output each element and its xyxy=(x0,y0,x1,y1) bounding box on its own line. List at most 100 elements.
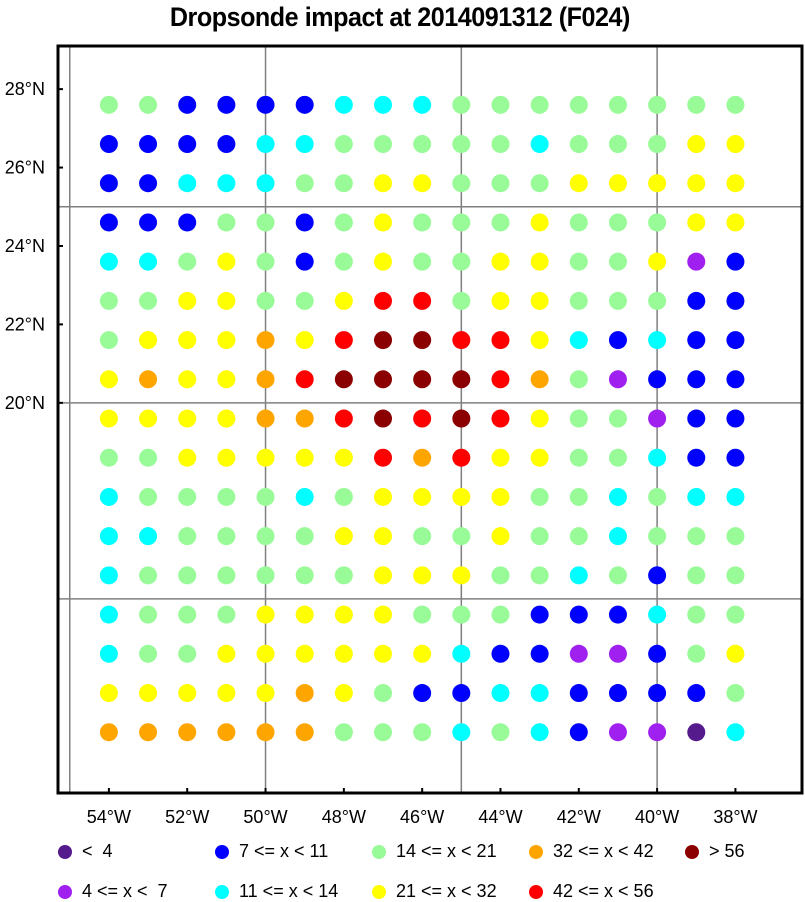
impact-dot xyxy=(491,213,510,232)
legend-label: 32 <= x < 42 xyxy=(553,841,654,861)
impact-dot xyxy=(530,135,549,154)
impact-dot xyxy=(530,213,549,232)
impact-dot xyxy=(569,174,588,193)
impact-dot xyxy=(569,723,588,742)
impact-dot xyxy=(608,448,627,467)
impact-dot xyxy=(687,213,706,232)
legend-swatch xyxy=(58,884,72,899)
impact-dot xyxy=(608,135,627,154)
impact-dot xyxy=(608,566,627,585)
impact-dot xyxy=(569,135,588,154)
impact-dot xyxy=(217,95,236,114)
legend-label: 11 <= x < 14 xyxy=(239,881,339,901)
impact-dot xyxy=(452,331,471,350)
impact-dot xyxy=(648,723,667,742)
impact-dot xyxy=(530,684,549,703)
impact-dot xyxy=(374,448,393,467)
impact-dot xyxy=(569,487,588,506)
x-tick-label: 54°W xyxy=(87,807,131,827)
legend-label: < 4 xyxy=(82,841,113,861)
x-tick-label: 38°W xyxy=(713,807,757,827)
impact-dot xyxy=(139,331,158,350)
impact-dot xyxy=(334,95,353,114)
impact-dot xyxy=(608,174,627,193)
impact-dot xyxy=(256,213,275,232)
impact-dot xyxy=(178,370,197,389)
impact-dot xyxy=(374,135,393,154)
impact-dot xyxy=(648,605,667,624)
impact-dot xyxy=(530,566,549,585)
impact-dot xyxy=(295,527,314,546)
impact-dot xyxy=(256,684,275,703)
impact-dot xyxy=(178,448,197,467)
impact-dot xyxy=(295,409,314,428)
impact-dot xyxy=(256,644,275,663)
plot-frame xyxy=(56,44,804,795)
impact-dot xyxy=(687,644,706,663)
impact-dot xyxy=(178,487,197,506)
impact-dot xyxy=(256,409,275,428)
impact-dot xyxy=(334,370,353,389)
impact-dot xyxy=(530,174,549,193)
impact-dot xyxy=(217,370,236,389)
impact-dot xyxy=(178,331,197,350)
impact-dot xyxy=(374,331,393,350)
impact-dot xyxy=(413,331,432,350)
impact-dot xyxy=(491,409,510,428)
impact-dot xyxy=(726,291,745,310)
impact-dot xyxy=(687,174,706,193)
impact-dot xyxy=(217,135,236,154)
impact-dot xyxy=(295,684,314,703)
impact-dot xyxy=(413,370,432,389)
impact-dot xyxy=(726,95,745,114)
legend-item: 32 <= x < 42 xyxy=(529,841,654,862)
impact-dot xyxy=(99,566,118,585)
impact-dot xyxy=(139,448,158,467)
impact-dot xyxy=(295,291,314,310)
legend-swatch xyxy=(372,884,386,899)
impact-dot xyxy=(139,723,158,742)
impact-dot xyxy=(334,213,353,232)
impact-dot xyxy=(334,409,353,428)
legend-swatch xyxy=(372,844,386,859)
legend-item: 42 <= x < 56 xyxy=(529,881,654,902)
impact-dot xyxy=(334,644,353,663)
impact-dot xyxy=(99,370,118,389)
impact-dot xyxy=(648,448,667,467)
impact-dot xyxy=(530,409,549,428)
legend-item: > 56 xyxy=(685,841,745,862)
impact-dot xyxy=(608,409,627,428)
impact-dot xyxy=(413,174,432,193)
impact-dot xyxy=(139,213,158,232)
impact-dot xyxy=(687,291,706,310)
impact-dot xyxy=(256,95,275,114)
impact-dot xyxy=(530,605,549,624)
impact-dot xyxy=(491,527,510,546)
impact-dot xyxy=(491,135,510,154)
impact-dot xyxy=(99,135,118,154)
impact-dot xyxy=(217,213,236,232)
impact-dot xyxy=(256,566,275,585)
impact-dots xyxy=(99,95,745,742)
impact-dot xyxy=(374,174,393,193)
y-axis: 20°N 22°N 24°N 26°N 28°N xyxy=(5,79,63,413)
impact-dot xyxy=(178,135,197,154)
impact-dot xyxy=(608,331,627,350)
impact-dot xyxy=(334,566,353,585)
impact-dot xyxy=(687,409,706,428)
impact-dot xyxy=(726,409,745,428)
x-tick-label: 44°W xyxy=(478,807,522,827)
impact-dot xyxy=(178,605,197,624)
impact-dot xyxy=(99,723,118,742)
impact-dot xyxy=(413,252,432,271)
impact-dot xyxy=(334,174,353,193)
impact-dot xyxy=(687,566,706,585)
impact-dot xyxy=(648,370,667,389)
impact-dot xyxy=(334,723,353,742)
impact-dot xyxy=(648,566,667,585)
legend-swatch xyxy=(215,844,229,859)
impact-dot xyxy=(139,487,158,506)
impact-dot xyxy=(256,331,275,350)
impact-dot xyxy=(295,135,314,154)
legend-swatch xyxy=(215,884,229,899)
